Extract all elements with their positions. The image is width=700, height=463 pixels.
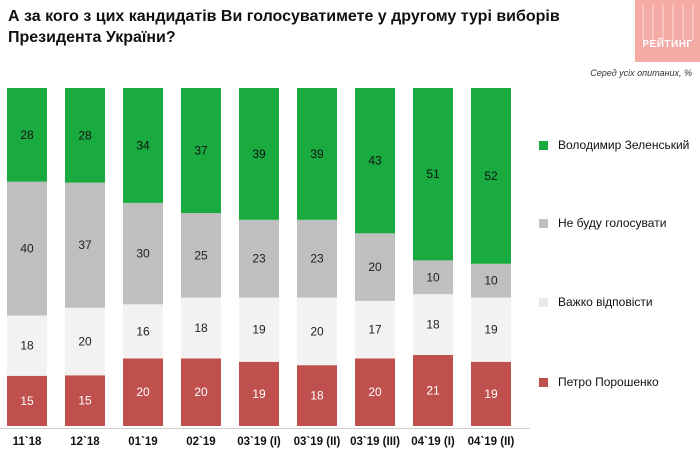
bar-segment: [123, 88, 163, 203]
data-label: 15: [20, 394, 34, 408]
logo-pattern-icon: [642, 4, 694, 40]
data-label: 34: [136, 138, 150, 152]
bar-segment: [297, 88, 337, 220]
bar-segment: [355, 233, 395, 301]
bar-segment: [123, 304, 163, 359]
bar-segment: [123, 202, 163, 305]
data-label: 10: [484, 274, 498, 288]
data-label: 30: [136, 247, 150, 261]
chart-subtitle: Серед усіх опитаних, %: [590, 68, 692, 78]
data-label: 52: [484, 169, 498, 183]
bar-segment: [181, 358, 221, 426]
legend-swatch: [539, 141, 548, 150]
data-label: 23: [252, 252, 266, 266]
data-label: 20: [368, 260, 382, 274]
data-label: 20: [136, 385, 150, 399]
data-label: 37: [194, 144, 208, 158]
bar-segment: [239, 361, 279, 426]
bar-segment: [181, 213, 221, 298]
data-label: 23: [310, 252, 324, 266]
data-label: 19: [484, 323, 498, 337]
data-label: 18: [194, 321, 208, 335]
data-label: 18: [20, 339, 34, 353]
legend-label: Петро Порошенко: [558, 375, 659, 389]
bar-segment: [413, 88, 453, 261]
legend-swatch: [539, 378, 548, 387]
x-tick-label: 03`19 (II): [294, 436, 341, 448]
x-tick-label: 03`19 (I): [237, 436, 281, 448]
x-tick-label: 04`19 (I): [411, 436, 455, 448]
bar-segment: [355, 300, 395, 359]
bar-segment: [471, 361, 511, 426]
data-label: 25: [194, 248, 208, 262]
x-tick-label: 11`18: [13, 436, 42, 448]
data-label: 19: [252, 387, 266, 401]
data-label: 20: [194, 385, 208, 399]
bar-segment: [413, 260, 453, 295]
bar-segment: [65, 88, 105, 183]
legend-swatch: [539, 298, 548, 307]
bar-segment: [181, 297, 221, 359]
legend-swatch: [539, 219, 548, 228]
data-label: 43: [368, 154, 382, 168]
data-label: 18: [310, 389, 324, 403]
data-label: 28: [78, 128, 92, 142]
bar-segment: [65, 375, 105, 426]
x-tick-label: 01`19: [128, 436, 157, 448]
data-label: 19: [252, 323, 266, 337]
x-tick-label: 02`19: [186, 436, 215, 448]
bar-segment: [7, 315, 47, 376]
x-tick-label: 03`19 (III): [350, 436, 400, 448]
data-label: 21: [426, 384, 440, 398]
bar-segment: [471, 263, 511, 298]
axis-baseline: [0, 428, 530, 429]
data-label: 40: [20, 242, 34, 256]
data-label: 20: [310, 324, 324, 338]
data-label: 51: [426, 167, 440, 181]
rating-logo: РЕЙТИНГ: [635, 0, 700, 62]
bar-segment: [297, 297, 337, 366]
x-tick-label: 04`19 (II): [468, 436, 515, 448]
data-label: 20: [78, 335, 92, 349]
bar-segment: [471, 297, 511, 362]
bar-segment: [181, 88, 221, 214]
legend-label: Не буду голосувати: [558, 216, 667, 230]
data-label: 19: [484, 387, 498, 401]
bar-segment: [65, 307, 105, 376]
data-label: 10: [426, 270, 440, 284]
data-label: 39: [310, 147, 324, 161]
bar-segment: [297, 219, 337, 298]
x-tick-label: 12`18: [70, 436, 100, 448]
bar-segment: [7, 88, 47, 182]
bar-segment: [239, 297, 279, 362]
data-label: 17: [368, 323, 382, 337]
bar-segment: [471, 88, 511, 264]
bar-segment: [413, 294, 453, 356]
chart-title: А за кого з цих кандидатів Ви голосувати…: [8, 8, 560, 46]
bar-segment: [65, 182, 105, 308]
data-label: 20: [368, 385, 382, 399]
bar-segment: [239, 219, 279, 298]
bar-segment: [7, 375, 47, 426]
bar-segment: [413, 355, 453, 426]
bar-segment: [7, 181, 47, 316]
bar-segment: [123, 358, 163, 426]
data-label: 16: [136, 324, 150, 338]
bar-segment: [297, 365, 337, 426]
bar-segment: [355, 88, 395, 234]
bar-segment: [239, 88, 279, 220]
data-label: 15: [78, 394, 92, 408]
data-label: 28: [20, 128, 34, 142]
data-label: 39: [252, 147, 266, 161]
data-label: 37: [78, 238, 92, 252]
data-label: 18: [426, 318, 440, 332]
legend-label: Важко відповісти: [558, 295, 653, 309]
logo-text: РЕЙТИНГ: [642, 39, 693, 50]
legend-label: Володимир Зеленський: [558, 138, 690, 152]
bar-segment: [355, 358, 395, 426]
